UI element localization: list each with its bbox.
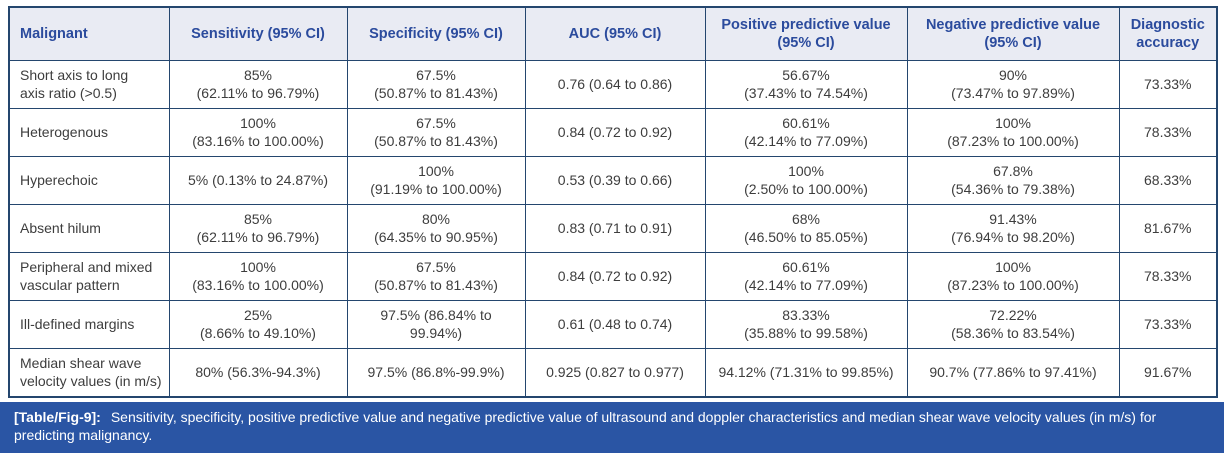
col-header-malignant: Malignant	[8, 6, 170, 61]
row-label: Hyperechoic	[8, 156, 170, 205]
table-row-ill-defined-margins: Ill-defined margins 25% (8.66% to 49.10%…	[8, 300, 1218, 349]
cell-sensitivity: 25% (8.66% to 49.10%)	[168, 300, 348, 349]
row-label: Absent hilum	[8, 204, 170, 253]
cell-specificity: 67.5% (50.87% to 81.43%)	[346, 108, 526, 157]
cell-npv: 100% (87.23% to 100.00%)	[906, 108, 1120, 157]
cell-specificity: 67.5% (50.87% to 81.43%)	[346, 252, 526, 301]
cell-sensitivity: 85% (62.11% to 96.79%)	[168, 60, 348, 109]
cell-accuracy: 91.67%	[1118, 348, 1218, 398]
cell-ppv: 68% (46.50% to 85.05%)	[704, 204, 908, 253]
row-label: Short axis to long axis ratio (>0.5)	[8, 60, 170, 109]
cell-auc: 0.925 (0.827 to 0.977)	[524, 348, 706, 398]
col-header-ppv: Positive predictive value (95% CI)	[704, 6, 908, 61]
table-row-median-shear-wave: Median shear wave velocity values (in m/…	[8, 348, 1218, 398]
cell-ppv: 94.12% (71.31% to 99.85%)	[704, 348, 908, 398]
table-caption: [Table/Fig-9]: Sensitivity, specificity, …	[0, 402, 1224, 453]
cell-sensitivity: 85% (62.11% to 96.79%)	[168, 204, 348, 253]
cell-npv: 90% (73.47% to 97.89%)	[906, 60, 1120, 109]
cell-specificity: 97.5% (86.8%-99.9%)	[346, 348, 526, 398]
cell-sensitivity: 5% (0.13% to 24.87%)	[168, 156, 348, 205]
cell-auc: 0.61 (0.48 to 0.74)	[524, 300, 706, 349]
col-header-npv: Negative predictive value (95% CI)	[906, 6, 1120, 61]
cell-ppv: 60.61% (42.14% to 77.09%)	[704, 108, 908, 157]
cell-npv: 90.7% (77.86% to 97.41%)	[906, 348, 1120, 398]
page: Malignant Sensitivity (95% CI) Specifici…	[8, 6, 1218, 398]
row-label: Heterogenous	[8, 108, 170, 157]
cell-npv: 100% (87.23% to 100.00%)	[906, 252, 1120, 301]
cell-sensitivity: 100% (83.16% to 100.00%)	[168, 252, 348, 301]
cell-ppv: 100% (2.50% to 100.00%)	[704, 156, 908, 205]
header-row: Malignant Sensitivity (95% CI) Specifici…	[8, 6, 1218, 61]
cell-auc: 0.76 (0.64 to 0.86)	[524, 60, 706, 109]
cell-accuracy: 73.33%	[1118, 300, 1218, 349]
cell-npv: 67.8% (54.36% to 79.38%)	[906, 156, 1120, 205]
caption-text: Sensitivity, specificity, positive predi…	[14, 409, 1157, 443]
row-label: Ill-defined margins	[8, 300, 170, 349]
row-label: Peripheral and mixed vascular pattern	[8, 252, 170, 301]
caption-tag: [Table/Fig-9]:	[14, 409, 101, 425]
table-row-short-axis-ratio: Short axis to long axis ratio (>0.5) 85%…	[8, 60, 1218, 109]
cell-accuracy: 78.33%	[1118, 108, 1218, 157]
table-row-absent-hilum: Absent hilum 85% (62.11% to 96.79%) 80% …	[8, 204, 1218, 253]
results-table: Malignant Sensitivity (95% CI) Specifici…	[8, 6, 1218, 398]
col-header-sensitivity: Sensitivity (95% CI)	[168, 6, 348, 61]
cell-accuracy: 81.67%	[1118, 204, 1218, 253]
table-row-heterogenous: Heterogenous 100% (83.16% to 100.00%) 67…	[8, 108, 1218, 157]
cell-auc: 0.53 (0.39 to 0.66)	[524, 156, 706, 205]
cell-specificity: 100% (91.19% to 100.00%)	[346, 156, 526, 205]
cell-npv: 72.22% (58.36% to 83.54%)	[906, 300, 1120, 349]
cell-sensitivity: 100% (83.16% to 100.00%)	[168, 108, 348, 157]
cell-ppv: 56.67% (37.43% to 74.54%)	[704, 60, 908, 109]
cell-npv: 91.43% (76.94% to 98.20%)	[906, 204, 1120, 253]
table-row-peripheral-mixed-vascular: Peripheral and mixed vascular pattern 10…	[8, 252, 1218, 301]
cell-sensitivity: 80% (56.3%-94.3%)	[168, 348, 348, 398]
cell-accuracy: 73.33%	[1118, 60, 1218, 109]
row-label: Median shear wave velocity values (in m/…	[8, 348, 170, 398]
col-header-diagnostic-accuracy: Diagnostic accuracy	[1118, 6, 1218, 61]
cell-accuracy: 68.33%	[1118, 156, 1218, 205]
cell-accuracy: 78.33%	[1118, 252, 1218, 301]
cell-auc: 0.84 (0.72 to 0.92)	[524, 252, 706, 301]
cell-ppv: 83.33% (35.88% to 99.58%)	[704, 300, 908, 349]
cell-specificity: 67.5% (50.87% to 81.43%)	[346, 60, 526, 109]
cell-auc: 0.84 (0.72 to 0.92)	[524, 108, 706, 157]
col-header-auc: AUC (95% CI)	[524, 6, 706, 61]
cell-auc: 0.83 (0.71 to 0.91)	[524, 204, 706, 253]
cell-specificity: 97.5% (86.84% to 99.94%)	[346, 300, 526, 349]
cell-specificity: 80% (64.35% to 90.95%)	[346, 204, 526, 253]
col-header-specificity: Specificity (95% CI)	[346, 6, 526, 61]
table-row-hyperechoic: Hyperechoic 5% (0.13% to 24.87%) 100% (9…	[8, 156, 1218, 205]
cell-ppv: 60.61% (42.14% to 77.09%)	[704, 252, 908, 301]
